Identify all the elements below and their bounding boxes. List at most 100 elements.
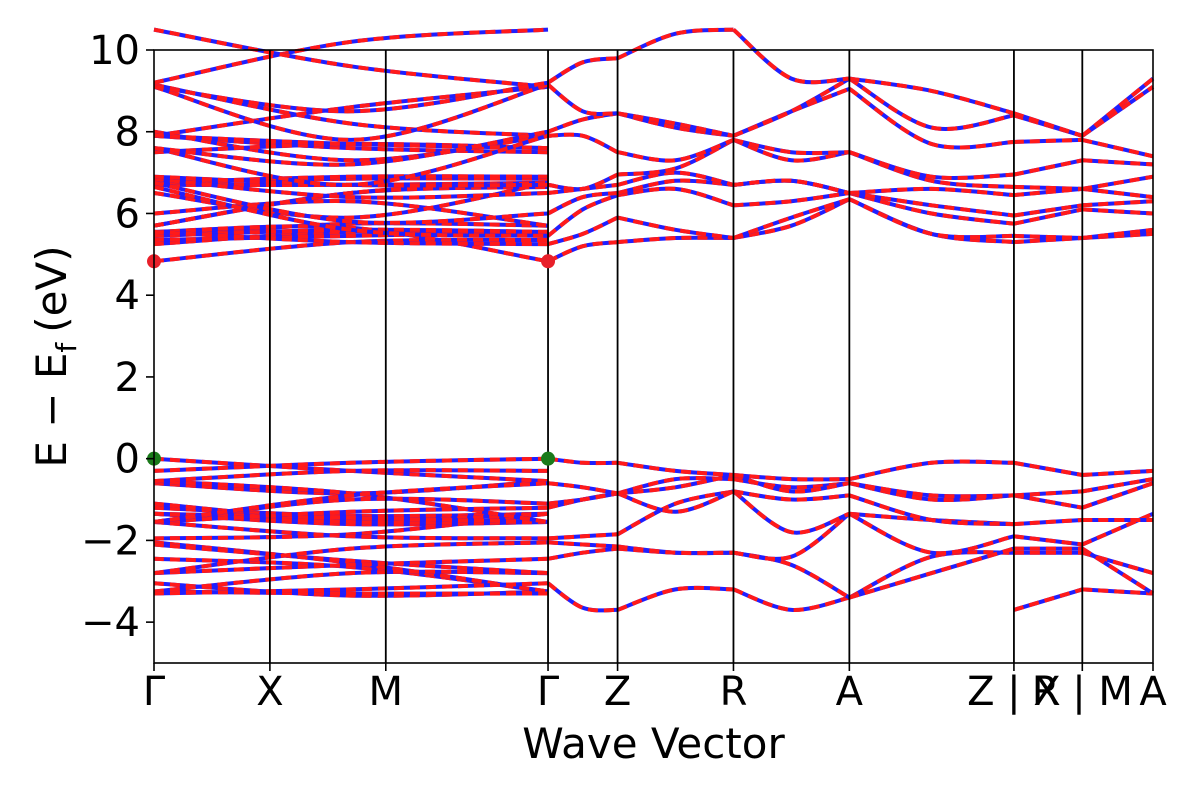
band-line-2-6-spin-down bbox=[617, 473, 734, 496]
band-line-0-3-spin-down bbox=[153, 511, 549, 527]
band-line-5-0-spin-down bbox=[1013, 587, 1083, 612]
band-line-3-14-spin-down bbox=[733, 137, 850, 156]
y-tick-label: 0 bbox=[115, 437, 140, 483]
band-line-1-2-spin-down bbox=[547, 540, 618, 549]
band-line-4-10-spin-down bbox=[848, 191, 1015, 226]
band-line-6-17-spin-up bbox=[1081, 77, 1155, 138]
band-line-6-2-spin-down bbox=[1081, 546, 1155, 596]
band-line-0-9-spin-down bbox=[153, 229, 549, 247]
band-line-1-17-spin-down bbox=[546, 56, 618, 85]
band-line-4-13-spin-down bbox=[848, 150, 1015, 189]
band-line-5-6-spin-down bbox=[1013, 489, 1083, 498]
band-line-0-11-spin-down bbox=[153, 180, 549, 228]
x-tick-label: A bbox=[1139, 669, 1167, 715]
band-line-6-11-spin-down bbox=[1082, 199, 1154, 208]
band-line-3-16-spin-down bbox=[732, 76, 851, 138]
band-line-4-16-spin-up bbox=[848, 76, 1015, 131]
band-line-0-11-spin-down bbox=[153, 198, 549, 228]
band-line-0-11-spin-down bbox=[153, 180, 549, 225]
band-line-5-11-spin-down bbox=[1013, 203, 1083, 218]
band-line-4-16-spin-down bbox=[848, 76, 1015, 131]
band-line-1-8-spin-down bbox=[547, 240, 618, 264]
band-line-0-4-spin-down bbox=[153, 505, 549, 524]
band-line-6-3-spin-down bbox=[1081, 511, 1154, 547]
band-edge-markers bbox=[147, 254, 556, 466]
band-line-0-0-spin-down bbox=[153, 581, 549, 596]
band-line-1-16-spin-up bbox=[546, 83, 618, 116]
band-line-4-4-spin-down bbox=[848, 493, 1015, 527]
band-line-0-7-spin-down bbox=[153, 456, 549, 473]
band-line-0-15-spin-down bbox=[153, 129, 549, 163]
band-line-3-9-spin-up bbox=[732, 197, 850, 240]
x-axis-title: Wave Vector bbox=[522, 719, 785, 768]
band-line-5-9-spin-down bbox=[1013, 233, 1083, 240]
band-line-2-14-spin-up bbox=[617, 138, 735, 163]
band-line-4-12-spin-down bbox=[849, 186, 1015, 198]
y-tick-label: 10 bbox=[89, 28, 140, 74]
band-line-3-2-spin-down bbox=[733, 512, 851, 561]
band-line-0-14-spin-down bbox=[153, 133, 549, 155]
band-line-4-1-spin-down bbox=[848, 546, 1015, 600]
band-line-4-11-spin-down bbox=[849, 191, 1015, 218]
band-line-0-2-spin-down bbox=[153, 540, 549, 576]
band-line-1-10-spin-down bbox=[546, 193, 619, 238]
y-tick-label: −4 bbox=[81, 600, 140, 646]
cbm-marker bbox=[541, 254, 556, 269]
band-line-0-17-spin-down bbox=[153, 80, 549, 114]
x-tick-label: Γ bbox=[143, 669, 166, 715]
band-line-6-7-spin-down bbox=[1082, 468, 1154, 477]
x-tick-label: Γ bbox=[537, 669, 560, 715]
band-line-1-14-spin-down bbox=[547, 132, 619, 155]
band-line-1-0-spin-down bbox=[546, 581, 618, 613]
y-axis-title: E − Ef (eV) bbox=[27, 245, 83, 467]
band-line-5-15-spin-down bbox=[1013, 137, 1083, 144]
band-line-0-17-spin-down bbox=[153, 27, 549, 89]
band-line-6-1-spin-down bbox=[1081, 550, 1154, 576]
band-line-2-0-spin-up bbox=[616, 585, 734, 612]
band-line-1-15-spin-up bbox=[547, 111, 618, 134]
band-line-6-14-spin-down bbox=[1082, 158, 1154, 167]
band-line-0-15-spin-down bbox=[153, 129, 549, 167]
band-line-2-9-spin-down bbox=[617, 215, 734, 240]
band-line-1-7-spin-down bbox=[547, 456, 618, 466]
band-line-6-0-spin-down bbox=[1082, 587, 1154, 596]
band-lines bbox=[153, 27, 1155, 613]
band-line-0-10-spin-down bbox=[153, 184, 549, 238]
band-line-5-4-spin-down bbox=[1013, 518, 1083, 527]
x-tick-label: R bbox=[720, 669, 748, 715]
band-line-0-2-spin-down bbox=[153, 542, 549, 576]
band-line-1-9-spin-down bbox=[547, 215, 619, 247]
x-tick-label: X bbox=[256, 669, 283, 715]
band-line-4-17-spin-down bbox=[849, 76, 1015, 116]
band-line-0-17-spin-down bbox=[153, 27, 549, 85]
band-line-1-16-spin-down bbox=[546, 83, 618, 116]
band-line-5-14-spin-down bbox=[1013, 158, 1083, 177]
band-line-3-17-spin-up bbox=[732, 28, 850, 85]
band-line-0-16-spin-down bbox=[153, 82, 549, 138]
band-line-6-5-spin-down bbox=[1081, 481, 1154, 510]
band-line-4-2-spin-down bbox=[848, 511, 1015, 556]
band-line-1-11-spin-down bbox=[547, 191, 618, 216]
high-symmetry-lines bbox=[268, 50, 1084, 663]
y-axis-title-subscript: f bbox=[50, 342, 83, 353]
band-line-2-12-spin-down bbox=[617, 170, 734, 187]
band-line-4-6-spin-down bbox=[849, 481, 1014, 499]
band-line-6-10-spin-down bbox=[1082, 207, 1154, 216]
band-line-0-13-spin-down bbox=[153, 174, 549, 185]
band-line-5-7-spin-down bbox=[1013, 460, 1083, 477]
band-line-0-12-spin-down bbox=[153, 180, 549, 220]
y-axis-title-unit: (eV) bbox=[27, 245, 76, 332]
band-line-3-4-spin-down bbox=[733, 489, 850, 502]
band-line-1-1-spin-down bbox=[547, 546, 618, 561]
band-line-0-17-spin-up bbox=[153, 27, 549, 89]
band-line-3-7-spin-down bbox=[733, 473, 850, 482]
plot-frame bbox=[153, 49, 1154, 664]
y-tick-label: 4 bbox=[115, 273, 140, 319]
band-line-3-8-spin-up bbox=[733, 197, 851, 240]
y-tick-label: 6 bbox=[115, 191, 140, 237]
band-line-3-12-spin-down bbox=[733, 178, 850, 195]
band-line-6-13-spin-down bbox=[1081, 174, 1154, 191]
band-line-2-3-spin-down bbox=[616, 489, 734, 537]
band-line-5-10-spin-down bbox=[1013, 207, 1083, 226]
band-line-3-17-spin-down bbox=[732, 28, 850, 85]
